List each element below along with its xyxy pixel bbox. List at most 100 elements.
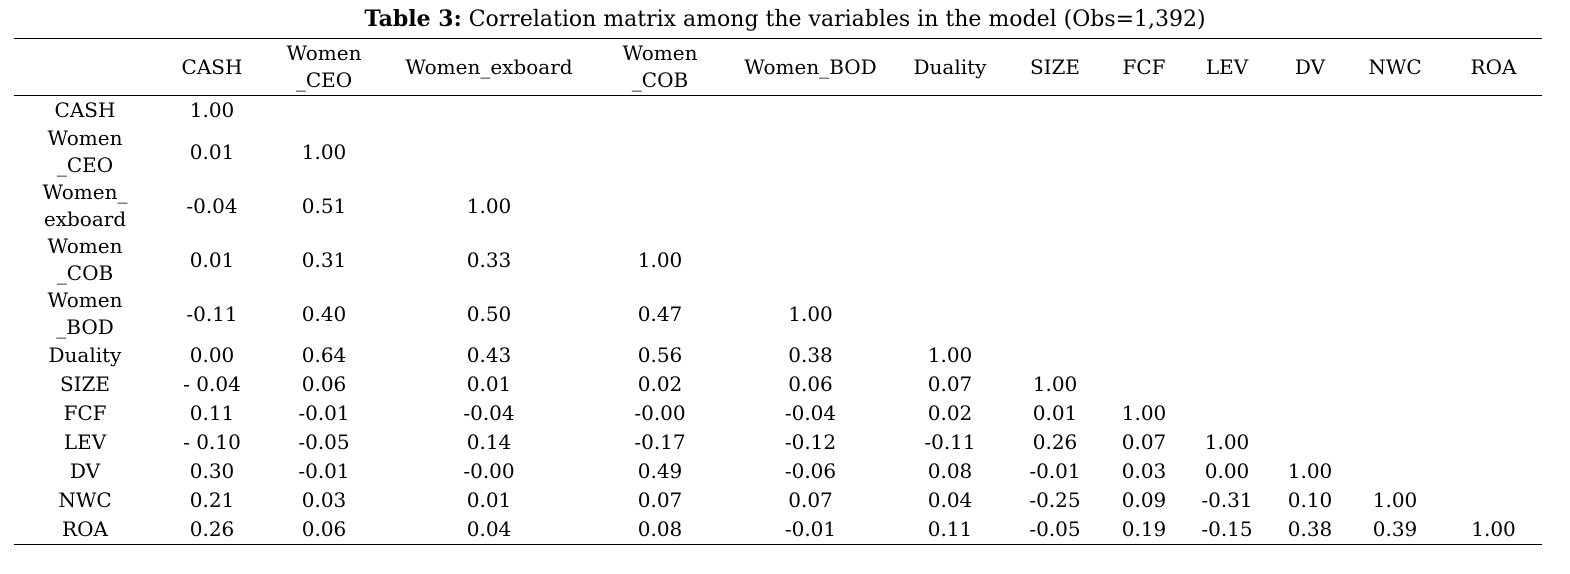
column-header: Women_exboard — [380, 39, 598, 96]
table-cell: 0.01 — [466, 488, 512, 512]
column-header-text: DV — [1294, 54, 1326, 79]
table-cell: -0.25 — [1029, 488, 1081, 512]
column-header-text: Women — [622, 41, 698, 65]
caption-label: Table 3: — [364, 6, 462, 32]
table-cell: 0.09 — [1121, 488, 1167, 512]
table-cell: 1.00 — [1121, 401, 1167, 425]
table-cell — [380, 96, 598, 126]
table-cell — [1109, 125, 1179, 179]
column-header-text: Duality — [913, 54, 987, 79]
table-row: Women _CEO 0.01 1.00 — [14, 125, 1542, 179]
column-header-text: ROA — [1470, 54, 1517, 79]
row-label-text: ROA — [62, 517, 108, 541]
table-cell — [1179, 233, 1275, 287]
table-cell — [1345, 125, 1445, 179]
table-cell: -0.15 — [1201, 517, 1253, 541]
table-cell: 0.01 — [189, 139, 235, 164]
table-row: Duality 0.00 0.64 0.43 0.56 0.38 1.00 — [14, 341, 1542, 370]
column-header-text: Women_BOD — [744, 54, 877, 79]
row-label-text: Women — [47, 234, 123, 258]
table-cell: 0.00 — [1204, 459, 1250, 483]
table-cell — [1275, 370, 1345, 399]
table-cell — [1345, 370, 1445, 399]
table-cell — [1345, 457, 1445, 486]
table-cell: -0.11 — [186, 301, 238, 326]
table-row: LEV - 0.10 -0.05 0.14 -0.17 -0.12 -0.11 0.26 0.0… — [14, 428, 1542, 457]
table-cell — [1275, 399, 1345, 428]
table-cell: 1.00 — [788, 301, 833, 326]
table-cell — [722, 125, 899, 179]
table-cell: -0.31 — [1201, 488, 1253, 512]
row-label-text: CASH — [54, 98, 116, 122]
column-header: Duality — [899, 39, 1001, 96]
table-cell: 0.21 — [189, 488, 235, 512]
table-cell: 0.06 — [301, 517, 347, 541]
table-cell: 0.07 — [637, 488, 683, 512]
table-cell: -0.01 — [1029, 459, 1081, 483]
table-cell: -0.04 — [463, 401, 515, 425]
column-header-text: Women_exboard — [405, 54, 573, 79]
table-cell — [1109, 233, 1179, 287]
table-cell: 0.07 — [1121, 430, 1167, 454]
table-cell: 0.14 — [466, 430, 512, 454]
table-cell — [1001, 287, 1109, 341]
table-cell — [899, 96, 1001, 126]
table-cell — [1179, 287, 1275, 341]
table-cell — [1179, 96, 1275, 126]
table-cell: -0.11 — [924, 430, 976, 454]
table-cell — [1445, 457, 1542, 486]
table-cell — [1001, 125, 1109, 179]
table-cell: 0.01 — [466, 372, 512, 396]
table-cell: 0.11 — [927, 517, 973, 541]
row-label-text: SIZE — [59, 372, 111, 396]
table-cell: - 0.04 — [183, 372, 241, 396]
row-label-text: Women — [47, 288, 123, 312]
table-cell: 0.02 — [927, 401, 973, 425]
caption-text: Correlation matrix among the variables i… — [461, 7, 1206, 32]
table-cell — [1445, 399, 1542, 428]
table-cell: 0.38 — [788, 343, 833, 367]
column-header: FCF — [1109, 39, 1179, 96]
column-header: Women _CEO — [268, 39, 380, 96]
table-cell — [899, 179, 1001, 233]
row-label: Duality — [14, 341, 156, 370]
table-cell: 0.50 — [466, 301, 512, 326]
row-label-text: exboard — [43, 207, 127, 231]
table-cell — [598, 96, 722, 126]
table-cell: 0.07 — [788, 488, 833, 512]
table-cell: 0.08 — [637, 517, 683, 541]
table-cell — [1345, 341, 1445, 370]
table-cell: 1.00 — [1032, 372, 1078, 396]
table-cell: 1.00 — [301, 139, 347, 164]
table-cell — [1275, 233, 1345, 287]
header-corner — [14, 39, 156, 96]
table-cell — [1275, 179, 1345, 233]
table-cell: -0.00 — [634, 401, 686, 425]
table-cell — [268, 96, 380, 126]
row-label-text: _COB — [56, 261, 114, 285]
table-row: DV 0.30 -0.01 -0.00 0.49 -0.06 0.08 -0.01 0.03 0.… — [14, 457, 1542, 486]
column-header: Women _COB — [598, 39, 722, 96]
table-cell: -0.01 — [298, 401, 350, 425]
column-header: NWC — [1345, 39, 1445, 96]
table-cell — [380, 125, 598, 179]
column-header-text: _CEO — [295, 68, 353, 92]
table-row: SIZE - 0.04 0.06 0.01 0.02 0.06 0.07 1.00 — [14, 370, 1542, 399]
row-label-text: LEV — [63, 430, 107, 454]
column-header: SIZE — [1001, 39, 1109, 96]
table-cell: -0.12 — [784, 430, 837, 454]
row-label-text: Duality — [48, 343, 122, 367]
table-cell: 0.04 — [927, 488, 973, 512]
table-cell — [899, 125, 1001, 179]
table-row: Women _COB 0.01 0.31 0.33 1.00 — [14, 233, 1542, 287]
table-cell: 0.06 — [788, 372, 833, 396]
table-cell — [1445, 96, 1542, 126]
table-cell — [1275, 287, 1345, 341]
table-cell: 0.64 — [301, 343, 347, 367]
table-cell — [1109, 179, 1179, 233]
table-cell — [899, 233, 1001, 287]
table-cell: 0.10 — [1287, 488, 1333, 512]
table-cell: 1.00 — [466, 193, 512, 218]
table-cell: 1.00 — [637, 247, 683, 272]
table-cell: 0.03 — [1121, 459, 1167, 483]
